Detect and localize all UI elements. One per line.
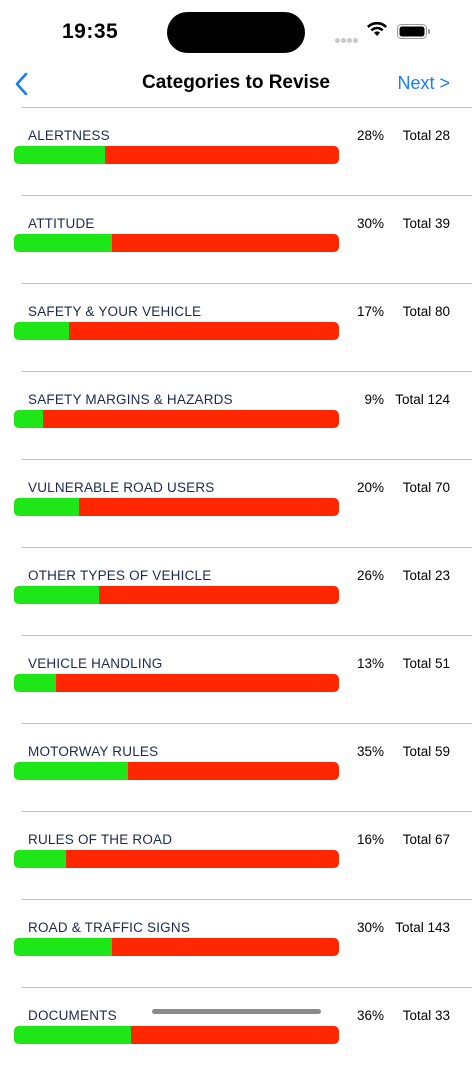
battery-icon <box>397 24 430 39</box>
chevron-left-icon[interactable] <box>12 71 32 97</box>
category-percent: 9% <box>364 392 384 407</box>
category-label: ALERTNESS <box>28 128 110 143</box>
category-total: Total 59 <box>402 744 450 759</box>
category-percent: 20% <box>356 480 384 495</box>
category-percent: 26% <box>356 568 384 583</box>
status-bar: 19:35 <box>0 0 472 60</box>
progress-bar-fill <box>14 410 44 428</box>
category-label: ROAD & TRAFFIC SIGNS <box>28 920 191 935</box>
row-separator <box>22 107 472 108</box>
row-separator <box>22 811 472 812</box>
category-total: Total 23 <box>402 568 450 583</box>
dynamic-island <box>167 12 305 53</box>
progress-bar-fill <box>14 586 99 604</box>
progress-bar-fill <box>14 850 66 868</box>
progress-bar-fill <box>14 498 79 516</box>
wifi-icon <box>367 22 387 36</box>
row-separator <box>22 459 472 460</box>
progress-bar <box>14 1026 339 1044</box>
progress-bar-fill <box>14 762 128 780</box>
category-total: Total 28 <box>402 128 450 143</box>
progress-bar <box>14 322 339 340</box>
progress-bar <box>14 146 339 164</box>
progress-bar <box>14 762 339 780</box>
category-row[interactable]: VEHICLE HANDLING 13% Total 51 <box>0 635 472 723</box>
category-row[interactable]: ATTITUDE 30% Total 39 <box>0 195 472 283</box>
progress-bar <box>14 938 339 956</box>
progress-bar <box>14 410 339 428</box>
row-separator <box>22 723 472 724</box>
category-percent: 36% <box>356 1008 384 1023</box>
cellular-signal-icon <box>335 30 359 48</box>
category-row[interactable]: ALERTNESS 28% Total 28 <box>0 107 472 195</box>
category-total: Total 80 <box>402 304 450 319</box>
category-percent: 17% <box>356 304 384 319</box>
category-total: Total 67 <box>402 832 450 847</box>
progress-bar <box>14 586 339 604</box>
category-row[interactable]: ROAD & TRAFFIC SIGNS 30% Total 143 <box>0 899 472 987</box>
row-separator <box>22 283 472 284</box>
category-percent: 13% <box>356 656 384 671</box>
row-separator <box>22 899 472 900</box>
category-label: RULES OF THE ROAD <box>28 832 173 847</box>
category-label: SAFETY & YOUR VEHICLE <box>28 304 202 319</box>
category-total: Total 70 <box>402 480 450 495</box>
category-total: Total 39 <box>402 216 450 231</box>
category-percent: 30% <box>356 920 384 935</box>
progress-bar <box>14 850 339 868</box>
category-label: ATTITUDE <box>28 216 95 231</box>
category-percent: 30% <box>356 216 384 231</box>
next-button[interactable]: Next > <box>397 73 450 93</box>
category-label: OTHER TYPES OF VEHICLE <box>28 568 212 583</box>
category-label: VULNERABLE ROAD USERS <box>28 480 215 495</box>
category-row[interactable]: OTHER TYPES OF VEHICLE 26% Total 23 <box>0 547 472 635</box>
category-label: MOTORWAY RULES <box>28 744 159 759</box>
progress-bar-fill <box>14 146 105 164</box>
category-row[interactable]: DOCUMENTS 36% Total 33 <box>0 987 472 1075</box>
progress-bar-fill <box>14 1026 131 1044</box>
category-list: ALERTNESS 28% Total 28 ATTITUDE 30% Total 39 S… <box>0 107 472 1075</box>
category-percent: 16% <box>356 832 384 847</box>
row-separator <box>22 635 472 636</box>
progress-bar-fill <box>14 234 112 252</box>
category-total: Total 143 <box>395 920 450 935</box>
status-time: 19:35 <box>62 20 119 43</box>
category-percent: 28% <box>356 128 384 143</box>
progress-bar-fill <box>14 938 112 956</box>
category-total: Total 33 <box>402 1008 450 1023</box>
category-label: VEHICLE HANDLING <box>28 656 163 671</box>
row-separator <box>22 195 472 196</box>
row-separator <box>22 547 472 548</box>
category-percent: 35% <box>356 744 384 759</box>
category-total: Total 124 <box>395 392 450 407</box>
navigation-bar: Categories to Revise Next > <box>0 62 472 106</box>
progress-bar <box>14 234 339 252</box>
category-row[interactable]: VULNERABLE ROAD USERS 20% Total 70 <box>0 459 472 547</box>
progress-bar-fill <box>14 674 57 692</box>
progress-bar <box>14 498 339 516</box>
home-indicator <box>152 1009 321 1014</box>
category-row[interactable]: RULES OF THE ROAD 16% Total 67 <box>0 811 472 899</box>
progress-bar-fill <box>14 322 70 340</box>
row-separator <box>22 371 472 372</box>
category-label: DOCUMENTS <box>28 1008 117 1023</box>
category-row[interactable]: SAFETY & YOUR VEHICLE 17% Total 80 <box>0 283 472 371</box>
row-separator <box>22 987 472 988</box>
category-row[interactable]: MOTORWAY RULES 35% Total 59 <box>0 723 472 811</box>
progress-bar <box>14 674 339 692</box>
category-total: Total 51 <box>402 656 450 671</box>
category-label: SAFETY MARGINS & HAZARDS <box>28 392 233 407</box>
category-row[interactable]: SAFETY MARGINS & HAZARDS 9% Total 124 <box>0 371 472 459</box>
